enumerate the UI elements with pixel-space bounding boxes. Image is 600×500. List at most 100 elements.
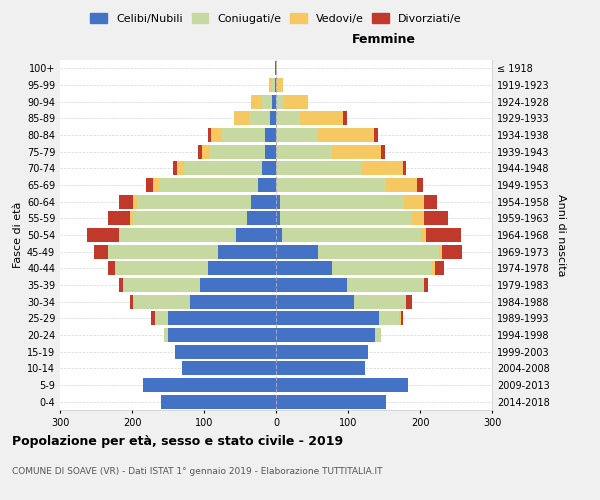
Bar — [318, 244, 439, 259]
Bar — [347, 278, 424, 292]
Bar — [276, 178, 386, 192]
Bar — [442, 244, 463, 259]
Bar — [276, 211, 280, 226]
Bar — [94, 244, 108, 259]
Bar — [119, 228, 236, 242]
Bar — [276, 361, 365, 376]
Bar — [276, 261, 332, 276]
Bar — [234, 112, 248, 126]
Bar — [276, 94, 283, 109]
Bar — [130, 211, 133, 226]
Bar — [119, 278, 122, 292]
Bar — [276, 228, 282, 242]
Bar — [282, 228, 421, 242]
Bar — [175, 344, 276, 359]
Y-axis label: Fasce di età: Fasce di età — [13, 202, 23, 268]
Bar — [276, 278, 347, 292]
Bar — [222, 128, 265, 142]
Bar — [262, 162, 276, 175]
Bar — [108, 261, 115, 276]
Bar — [158, 178, 258, 192]
Bar — [164, 328, 168, 342]
Bar — [276, 62, 277, 76]
Text: Femmine: Femmine — [352, 33, 416, 46]
Bar — [421, 228, 427, 242]
Bar — [133, 211, 247, 226]
Bar — [137, 194, 251, 209]
Bar — [208, 128, 211, 142]
Bar — [300, 112, 343, 126]
Bar — [176, 162, 184, 175]
Bar — [155, 311, 168, 326]
Bar — [276, 378, 408, 392]
Bar — [276, 112, 300, 126]
Bar — [130, 294, 133, 308]
Bar — [276, 162, 361, 175]
Bar — [133, 194, 137, 209]
Bar — [168, 328, 276, 342]
Bar — [403, 162, 406, 175]
Bar — [269, 78, 272, 92]
Bar — [173, 162, 176, 175]
Bar — [275, 62, 276, 76]
Bar — [376, 328, 381, 342]
Bar — [218, 244, 276, 259]
Bar — [211, 128, 222, 142]
Bar — [276, 394, 386, 409]
Legend: Celibi/Nubili, Coniugati/e, Vedovi/e, Divorziati/e: Celibi/Nubili, Coniugati/e, Vedovi/e, Di… — [88, 10, 464, 26]
Bar — [265, 128, 276, 142]
Bar — [412, 211, 424, 226]
Bar — [424, 211, 448, 226]
Bar — [318, 128, 374, 142]
Bar — [122, 278, 200, 292]
Bar — [115, 261, 208, 276]
Bar — [182, 361, 276, 376]
Bar — [276, 244, 318, 259]
Bar — [143, 378, 276, 392]
Bar — [379, 311, 399, 326]
Bar — [276, 311, 379, 326]
Y-axis label: Anni di nascita: Anni di nascita — [556, 194, 566, 276]
Bar — [251, 194, 276, 209]
Bar — [424, 278, 428, 292]
Bar — [381, 144, 385, 159]
Bar — [435, 261, 445, 276]
Bar — [119, 194, 133, 209]
Bar — [108, 244, 218, 259]
Bar — [153, 178, 158, 192]
Bar — [208, 261, 276, 276]
Bar — [236, 228, 276, 242]
Bar — [354, 294, 406, 308]
Bar — [108, 211, 130, 226]
Bar — [251, 94, 262, 109]
Bar — [399, 311, 401, 326]
Bar — [386, 178, 417, 192]
Bar — [146, 178, 153, 192]
Bar — [276, 144, 332, 159]
Bar — [272, 94, 276, 109]
Bar — [161, 394, 276, 409]
Bar — [404, 194, 424, 209]
Bar — [280, 194, 404, 209]
Bar — [198, 144, 202, 159]
Text: COMUNE DI SOAVE (VR) - Dati ISTAT 1° gennaio 2019 - Elaborazione TUTTITALIA.IT: COMUNE DI SOAVE (VR) - Dati ISTAT 1° gen… — [12, 468, 383, 476]
Bar — [374, 128, 377, 142]
Bar — [276, 194, 280, 209]
Bar — [280, 211, 412, 226]
Bar — [427, 228, 461, 242]
Bar — [247, 211, 276, 226]
Bar — [86, 228, 119, 242]
Bar — [151, 311, 155, 326]
Bar — [265, 144, 276, 159]
Bar — [417, 178, 423, 192]
Bar — [439, 244, 442, 259]
Bar — [361, 162, 403, 175]
Bar — [276, 328, 376, 342]
Bar — [168, 311, 276, 326]
Bar — [276, 344, 368, 359]
Bar — [248, 112, 270, 126]
Bar — [276, 78, 283, 92]
Bar — [332, 261, 431, 276]
Bar — [272, 78, 275, 92]
Bar — [343, 112, 347, 126]
